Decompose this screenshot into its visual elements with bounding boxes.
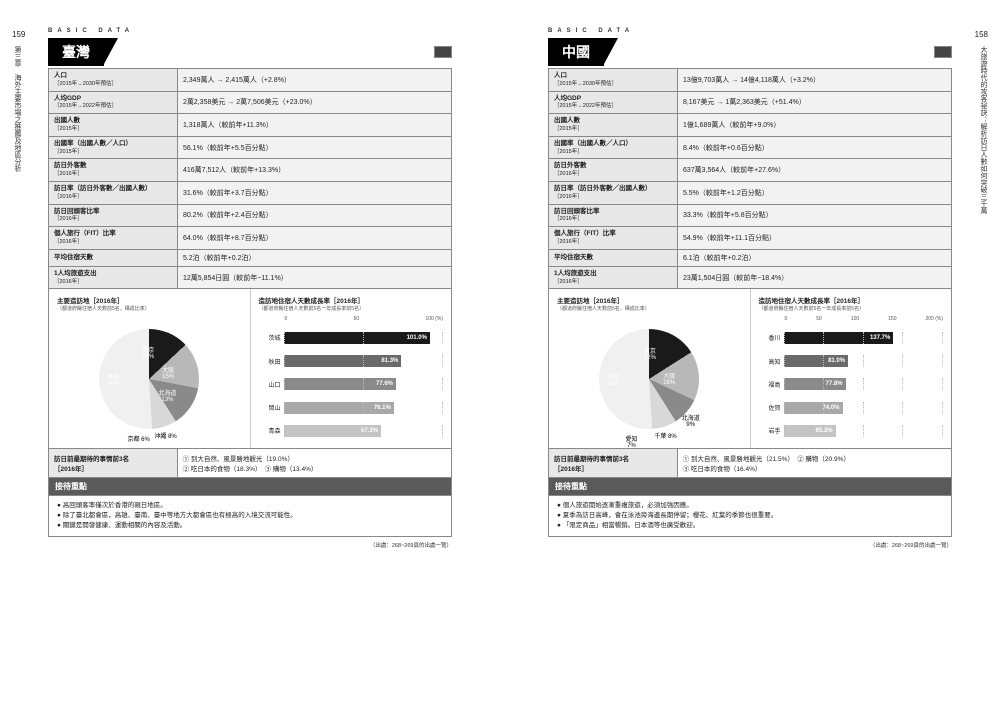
table-row: 訪日外客數［2016年］637萬3,564人（較前年+27.6%） (549, 159, 952, 182)
table-row: 人口［2015年→2030年預估］13億9,703萬人 → 14億4,118萬人… (549, 69, 952, 92)
bar-row: 佐賀74.0% (759, 400, 944, 416)
pie-slice-label: 大阪 16% (663, 371, 675, 386)
table-row: 1人均旅遊支出［2016年］23萬1,504日圓（較前年−18.4%） (549, 266, 952, 289)
bar-row: 青森67.3% (259, 423, 444, 439)
page-number: 158 (975, 30, 988, 39)
flag-icon (934, 46, 952, 58)
pie-slice-label: 大阪 15% (162, 365, 174, 380)
table-row: 個人旅行（FIT）比率［2016年］54.9%（較前年+11.1百分點） (549, 227, 952, 250)
header: BASIC DATA (48, 28, 452, 34)
bar-row: 香川137.7% (759, 330, 944, 346)
page-right: 158 大旅遊時代的攻客祕訣：解析訪日人數如何突破三千萬 BASIC DATA … (500, 0, 1000, 709)
table-row: 個人旅行（FIT）比率［2016年］64.0%（較前年+8.7百分點） (49, 227, 452, 250)
bullet-item: ● 除了臺北都會區，高雄、臺南、臺中等地方大都會區也有極高的入境交流可能性。 (57, 511, 443, 521)
pie-slice-label: 愛知 7% (626, 434, 638, 449)
table-row: 1人均旅遊支出［2016年］12萬5,854日圓（較前年−11.1%） (49, 266, 452, 289)
charts-row: 主要造訪地［2016年］ （都道府縣住宿人天數前5名，構成比率） 其他 40%東… (48, 289, 452, 449)
pie-slice-label: 北海道 13% (158, 388, 176, 403)
pie-slice-label: 沖繩 8% (154, 431, 176, 440)
table-row: 訪日外客數［2016年］416萬7,512人（較前年+13.3%） (49, 159, 452, 182)
header: BASIC DATA (548, 28, 952, 34)
expectations-row: 訪日前最期待的事情前3名［2016年］ ① 到大自然、風景勝地觀光（19.0%）… (48, 449, 452, 478)
bar-row: 高知81.0% (759, 353, 944, 369)
bullet-item: ● 個人旅遊開始逐漸重複旅遊，必須加強因應。 (557, 501, 943, 511)
bar-row: 山口77.6% (259, 376, 444, 392)
region-title: 臺灣 (48, 38, 104, 66)
stats-table: 人口［2015年→2030年預估］2,349萬人 → 2,415萬人（+2.8%… (48, 68, 452, 289)
expectations-row: 訪日前最期待的事情前3名［2016年］ ① 到大自然、風景勝地觀光（21.5%）… (548, 449, 952, 478)
table-row: 出國人數［2015年］1,318萬人（較前年+11.3%） (49, 114, 452, 137)
table-row: 訪日回頭客比率［2016年］33.3%（較前年+5.8百分點） (549, 204, 952, 227)
table-row: 訪日率（訪日外客數／出國人數）［2016年］31.6%（較前年+3.7百分點） (49, 181, 452, 204)
side-note: 第三章 海外主要市場之推薦及地區分析 (12, 46, 22, 172)
highlight-band: 接待重點 (48, 478, 452, 496)
pie-chart: 主要造訪地［2016年］ （都道府縣住宿人天數前5名，構成比率） 其他 38%東… (549, 289, 751, 448)
pie-slice-label: 東京 22% (644, 346, 656, 361)
pie-slice-label: 千葉 8% (654, 431, 676, 440)
pie-slice-label: 其他 40% (107, 372, 119, 387)
highlight-band: 接待重點 (548, 478, 952, 496)
table-row: 出國人數［2015年］1億1,689萬人（較前年+9.0%） (549, 114, 952, 137)
bullet-list: ● 個人旅遊開始逐漸重複旅遊，必須加強因應。● 夏季為訪日高峰，會在泳池旁海邊長… (548, 496, 952, 536)
table-row: 訪日率（訪日外客數／出國人數）［2016年］5.5%（較前年+1.2百分點） (549, 181, 952, 204)
bullet-item: ● 關鍵是開發健康、運動相關的內容及活動。 (57, 521, 443, 531)
bar-row: 福島77.8% (759, 376, 944, 392)
table-row: 人口［2015年→2030年預估］2,349萬人 → 2,415萬人（+2.8%… (49, 69, 452, 92)
side-note: 大旅遊時代的攻客祕訣：解析訪日人數如何突破三千萬 (978, 46, 988, 214)
table-row: 人均GDP［2015年→2022年預估］2萬2,358美元 → 2萬7,506美… (49, 91, 452, 114)
stats-table: 人口［2015年→2030年預估］13億9,703萬人 → 14億4,118萬人… (548, 68, 952, 289)
bullet-item: ● 「限定商品」相當暢銷。日本酒等也廣受歡迎。 (557, 521, 943, 531)
bar-row: 秋田81.3% (259, 353, 444, 369)
bullet-item: ● 夏季為訪日高峰，會在泳池旁海邊長期停留；櫻花、紅葉的季節也很重要。 (557, 511, 943, 521)
bar-row: 岩手65.3% (759, 423, 944, 439)
table-row: 人均GDP［2015年→2022年預估］8,167美元 → 1萬2,363美元（… (549, 91, 952, 114)
bar-row: 岡山76.1% (259, 400, 444, 416)
table-row: 訪日回頭客比率［2016年］80.2%（較前年+2.4百分點） (49, 204, 452, 227)
bar-chart: 造訪地住宿人天數成長率［2016年］ （都道府縣住宿人天數前5名一年成長率前5名… (751, 289, 952, 448)
pie-slice-label: 東京 18% (142, 345, 154, 360)
pie-chart: 主要造訪地［2016年］ （都道府縣住宿人天數前5名，構成比率） 其他 40%東… (49, 289, 251, 448)
pie-slice-label: 京都 6% (127, 434, 149, 443)
table-row: 平均住宿天數5.2泊（較前年+0.2泊） (49, 249, 452, 266)
source-note: （出處：268~269頁的出處一覽） (548, 541, 952, 549)
table-row: 平均住宿天數6.1泊（較前年+0.2泊） (549, 249, 952, 266)
source-note: （出處：268~269頁的出處一覽） (48, 541, 452, 549)
pie-slice-label: 其他 38% (607, 372, 619, 387)
bullet-list: ● 高回頭客率僅次於香港的親日地區。● 除了臺北都會區，高雄、臺南、臺中等地方大… (48, 496, 452, 536)
region-title: 中國 (548, 38, 604, 66)
bullet-item: ● 高回頭客率僅次於香港的親日地區。 (57, 501, 443, 511)
page-number: 159 (12, 30, 25, 39)
charts-row: 主要造訪地［2016年］ （都道府縣住宿人天數前5名，構成比率） 其他 38%東… (548, 289, 952, 449)
table-row: 出國率（出國人數／人口）［2015年］8.4%（較前年+0.6百分點） (549, 136, 952, 159)
bar-row: 茨城101.0% (259, 330, 444, 346)
bar-chart: 造訪地住宿人天數成長率［2016年］ （都道府縣住宿人天數前5名一年成長率前5名… (251, 289, 452, 448)
table-row: 出國率（出國人數／人口）［2015年］56.1%（較前年+5.5百分點） (49, 136, 452, 159)
pie-slice-label: 北海道 9% (682, 413, 700, 428)
page-left: 159 第三章 海外主要市場之推薦及地區分析 BASIC DATA 臺灣 人口［… (0, 0, 500, 709)
flag-icon (434, 46, 452, 58)
